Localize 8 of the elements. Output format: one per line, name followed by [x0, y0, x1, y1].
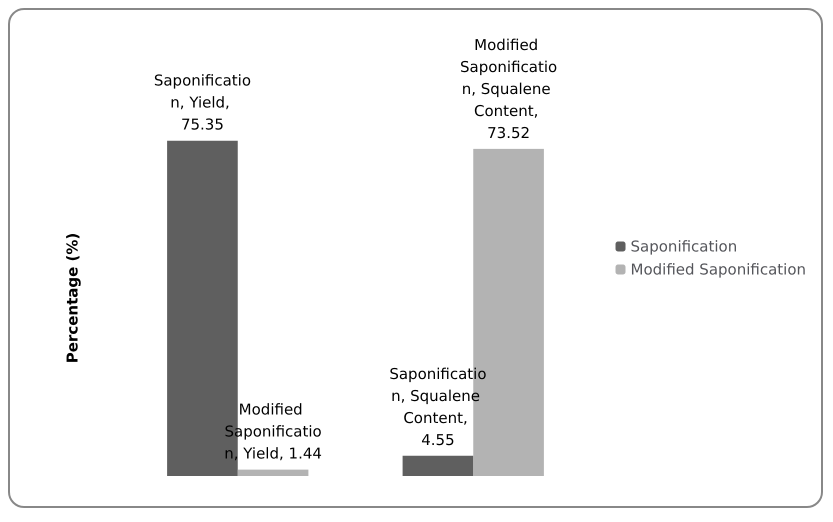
- y-axis-title: Percentage (%): [64, 232, 82, 364]
- bar: [238, 470, 308, 476]
- data-label: Saponification, Yield, 75.35: [154, 72, 252, 134]
- legend-label: Modified Saponification: [630, 260, 806, 278]
- legend-label: Saponification: [630, 238, 738, 256]
- data-label: Modified Saponification, Squalene Content, 73.52: [460, 36, 558, 142]
- bar: [402, 456, 474, 476]
- data-label: Saponification, Squalene Content, 4.55: [389, 364, 487, 449]
